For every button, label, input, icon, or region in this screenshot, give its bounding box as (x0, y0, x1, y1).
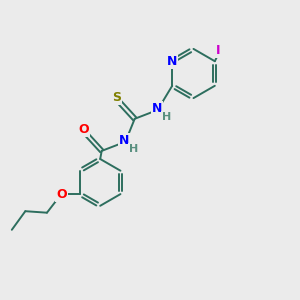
Text: H: H (129, 144, 138, 154)
Text: S: S (112, 91, 121, 104)
Text: I: I (216, 44, 220, 57)
Text: N: N (167, 55, 177, 68)
Text: O: O (56, 188, 67, 201)
Text: H: H (162, 112, 171, 122)
Text: O: O (78, 123, 89, 136)
Text: N: N (152, 102, 162, 115)
Text: N: N (119, 134, 129, 147)
